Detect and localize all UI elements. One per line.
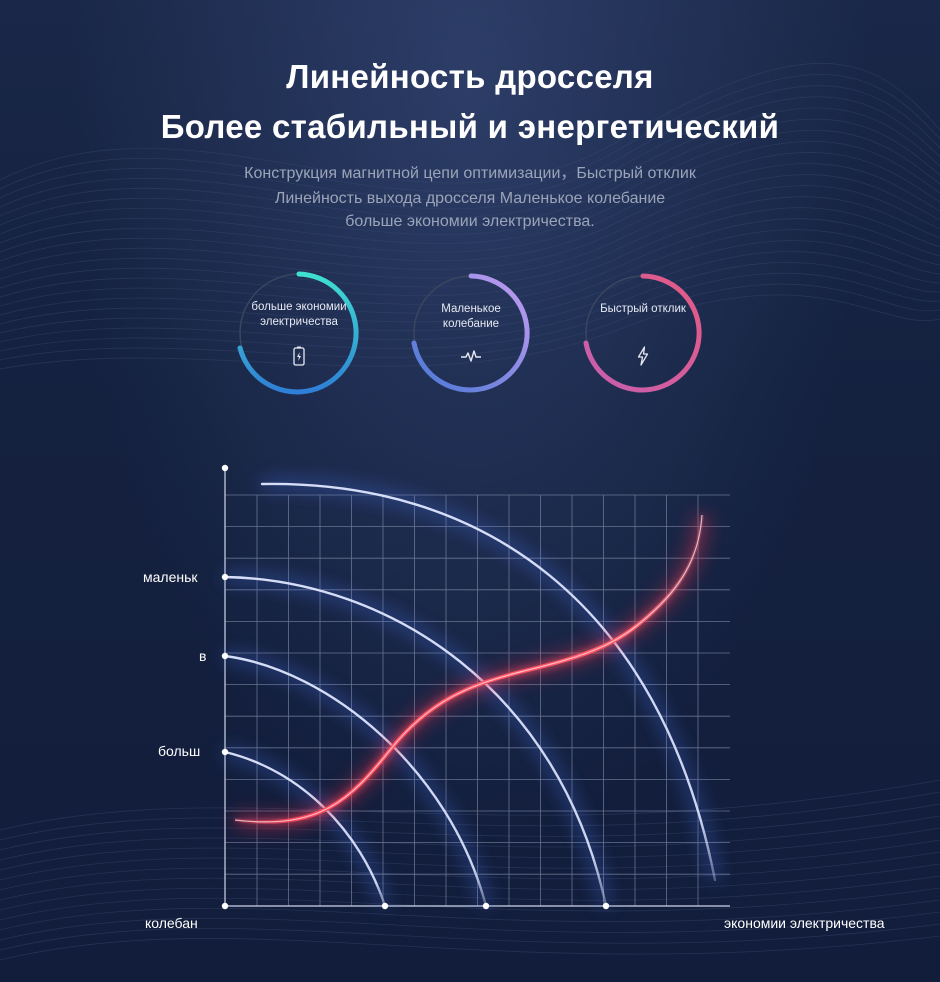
- efficiency-arc-4: [260, 482, 717, 882]
- wave-line: [0, 218, 940, 307]
- efficiency-arc-2: [223, 654, 488, 908]
- wave-line: [0, 272, 940, 352]
- progress-ring: [583, 273, 702, 393]
- wave-line: [0, 107, 940, 218]
- efficiency-arc-3: [223, 575, 608, 908]
- progress-ring: [237, 271, 359, 395]
- wave-line: [0, 85, 940, 201]
- wave-line: [0, 294, 940, 370]
- wave-line: [0, 839, 940, 881]
- badge-label: больше экономии электричества: [251, 301, 347, 328]
- y-axis-label-middle: в: [199, 648, 207, 664]
- feature-badge-energy-saving: больше экономии электричества: [234, 268, 364, 398]
- wave-line: [0, 62, 940, 184]
- wave-line: [0, 887, 940, 921]
- wave-line: [0, 875, 940, 911]
- wave-line: [0, 118, 940, 227]
- badge-label: Быстрый отклик: [600, 303, 686, 315]
- axis-dot: [482, 902, 490, 910]
- page-title-line-1: Линейность дросселя: [286, 58, 654, 95]
- axis-dot: [381, 902, 389, 910]
- wave-line: [0, 163, 940, 262]
- y-axis-label-large: больш: [158, 743, 201, 759]
- wave-line: [0, 863, 940, 901]
- origin-label: колебан: [145, 915, 198, 931]
- progress-ring: [411, 273, 530, 393]
- wave-line: [0, 74, 940, 192]
- wave-line: [0, 96, 940, 210]
- wave-line: [0, 185, 940, 280]
- page-title-line-2: Более стабильный и энергетический: [160, 108, 780, 145]
- feature-badge-fast-response: Быстрый отклик: [578, 268, 708, 398]
- badge-label: Маленькое колебание: [441, 303, 501, 330]
- wave-line: [0, 815, 940, 861]
- axis-dot: [602, 902, 610, 910]
- x-axis-label: экономии электричества: [724, 915, 885, 931]
- wave-line: [0, 911, 940, 941]
- wave-line: [0, 935, 940, 961]
- wave-line: [0, 152, 940, 253]
- wave-line: [0, 174, 940, 271]
- subtitle-line-1: Конструкция магнитной цепи оптимизации，Б…: [244, 165, 696, 182]
- wave-line: [0, 240, 940, 325]
- wave-line: [0, 229, 940, 316]
- wave-line: [0, 803, 940, 851]
- wave-line: [0, 207, 940, 298]
- wave-line: [0, 283, 940, 361]
- pulse-icon: [461, 350, 481, 362]
- subtitle-line-2: Линейность выхода дросселя Маленькое кол…: [274, 190, 666, 207]
- axis-dot: [221, 652, 229, 660]
- axis-markers: [221, 464, 610, 910]
- wave-line: [0, 261, 940, 343]
- axis-dot: [221, 464, 229, 472]
- wave-line: [0, 141, 940, 244]
- feature-badge-small-fluctuation: Маленькое колебание: [406, 268, 536, 398]
- axis-dot: [221, 573, 229, 581]
- subtitle-line-3: больше экономии электричества.: [345, 213, 595, 230]
- wave-line: [0, 899, 940, 931]
- wave-line: [0, 779, 940, 831]
- wave-line: [0, 791, 940, 841]
- wave-line: [0, 827, 940, 871]
- throttle-curve-core: [234, 514, 703, 823]
- wave-line: [0, 251, 940, 334]
- wave-line: [0, 129, 940, 236]
- lightning-icon: [637, 346, 649, 366]
- battery-icon: [293, 346, 305, 366]
- wave-line: [0, 196, 940, 289]
- wave-line: [0, 923, 940, 951]
- axis-dot: [221, 902, 229, 910]
- axis-dot: [221, 748, 229, 756]
- y-axis-label-small: маленьк: [143, 569, 198, 585]
